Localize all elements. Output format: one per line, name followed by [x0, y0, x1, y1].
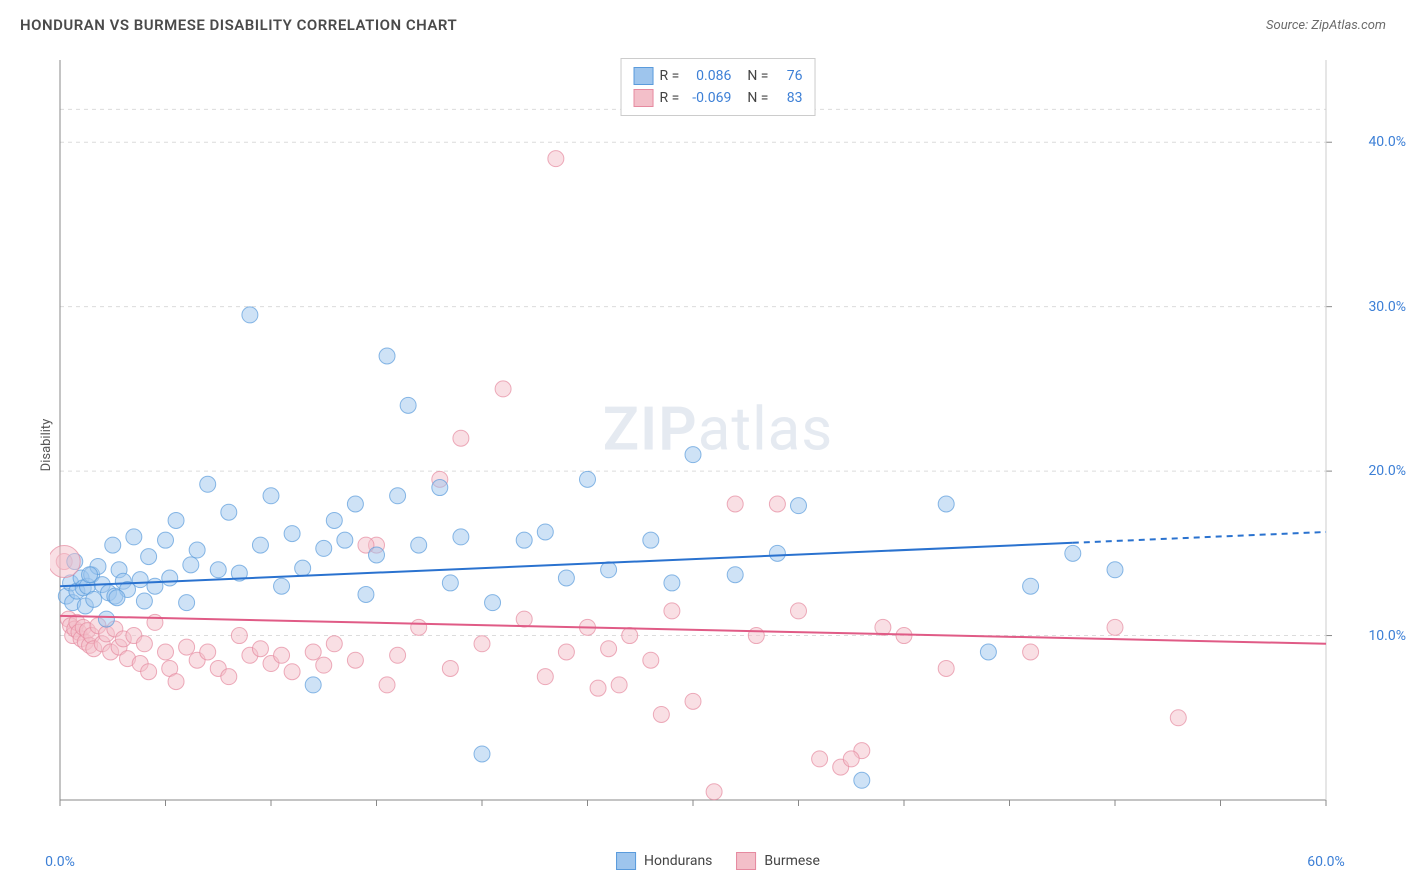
r-value-burmese: -0.069	[685, 87, 731, 109]
x-tick-label: 0.0%	[45, 854, 75, 870]
y-axis-label: Disability	[39, 419, 54, 472]
legend-item-hondurans: Hondurans	[616, 852, 712, 870]
swatch-hondurans-bottom	[616, 852, 636, 870]
r-label: R =	[660, 65, 680, 87]
n-label: N =	[747, 87, 768, 109]
legend-series: Hondurans Burmese	[616, 852, 820, 870]
x-tick-label: 60.0%	[1307, 854, 1345, 870]
source-label: Source: ZipAtlas.com	[1266, 18, 1386, 33]
r-label: R =	[660, 87, 680, 109]
series-label-burmese: Burmese	[764, 853, 820, 869]
scatter-plot	[50, 50, 1386, 840]
n-value-hondurans: 76	[774, 65, 802, 87]
swatch-hondurans	[634, 67, 654, 85]
swatch-burmese-bottom	[736, 852, 756, 870]
series-label-hondurans: Hondurans	[644, 853, 712, 869]
legend-row-hondurans: R = 0.086 N = 76	[634, 65, 803, 87]
n-value-burmese: 83	[774, 87, 802, 109]
n-label: N =	[747, 65, 768, 87]
legend-correlation: R = 0.086 N = 76 R = -0.069 N = 83	[621, 58, 816, 116]
chart-title: HONDURAN VS BURMESE DISABILITY CORRELATI…	[20, 16, 457, 34]
r-value-hondurans: 0.086	[685, 65, 731, 87]
legend-item-burmese: Burmese	[736, 852, 820, 870]
chart-area: Disability ZIPatlas R = 0.086 N = 76 R =…	[50, 50, 1386, 840]
y-tick-label: 20.0%	[1368, 463, 1406, 479]
y-tick-label: 40.0%	[1368, 134, 1406, 150]
legend-row-burmese: R = -0.069 N = 83	[634, 87, 803, 109]
y-tick-label: 10.0%	[1368, 628, 1406, 644]
y-tick-label: 30.0%	[1368, 299, 1406, 315]
swatch-burmese	[634, 89, 654, 107]
